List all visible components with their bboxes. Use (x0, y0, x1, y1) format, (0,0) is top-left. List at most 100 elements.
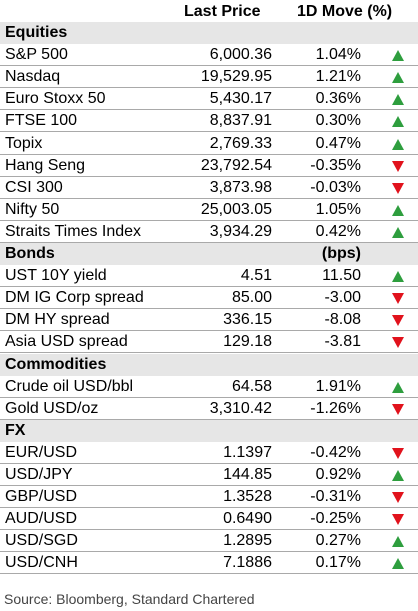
arrow-down-icon (392, 447, 404, 459)
last-price: 3,310.42 (209, 399, 272, 417)
last-price: 1.2895 (223, 532, 272, 550)
day-move: -0.25% (310, 510, 361, 528)
table-row: USD/JPY 144.85 0.92% (0, 464, 418, 486)
instrument-name: CSI 300 (5, 178, 63, 196)
day-move: 0.92% (315, 466, 361, 483)
arrow-down-icon (392, 182, 404, 194)
day-move: -3.81 (324, 333, 361, 351)
table-row: Hang Seng 23,792.54 -0.35% (0, 155, 418, 177)
last-price: 0.6490 (223, 510, 272, 528)
instrument-name: Straits Times Index (5, 222, 142, 240)
last-price: 1.3528 (223, 488, 272, 506)
day-move: 0.17% (315, 554, 361, 572)
arrow-up-icon (392, 226, 404, 238)
last-price: 19,529.95 (200, 68, 272, 86)
arrow-up-icon (392, 94, 404, 106)
day-move: -1.26% (310, 399, 361, 417)
last-price: 3,934.29 (209, 222, 272, 240)
last-price: 3,873.98 (209, 178, 272, 196)
instrument-name: Euro Stoxx 50 (5, 90, 106, 108)
arrow-down-icon (392, 315, 404, 327)
instrument-name: DM HY spread (5, 311, 110, 329)
section-header: FX (0, 419, 418, 442)
arrow-up-icon (392, 536, 404, 548)
instrument-name: S&P 500 (5, 46, 68, 64)
section-unit: (bps) (321, 245, 361, 262)
arrow-down-icon (392, 160, 404, 172)
instrument-name: Nasdaq (5, 68, 61, 86)
table-row: USD/CNH 7.1886 0.17% (0, 552, 418, 575)
table-row: Straits Times Index 3,934.29 0.42% (0, 221, 418, 243)
arrow-down-icon (392, 403, 404, 415)
day-move: 1.04% (315, 46, 361, 64)
day-move: -0.31% (310, 488, 361, 506)
table-row: S&P 500 6,000.36 1.04% (0, 44, 418, 67)
day-move: 1.05% (315, 200, 361, 218)
table-row: Topix 2,769.33 0.47% (0, 133, 418, 155)
arrow-up-icon (392, 558, 404, 570)
day-move: 0.36% (315, 90, 361, 108)
table-row: FTSE 100 8,837.91 0.30% (0, 110, 418, 133)
arrow-up-icon (392, 470, 404, 481)
section-header: Equities (0, 22, 418, 44)
arrow-down-icon (392, 492, 404, 504)
table-row: EUR/USD 1.1397 -0.42% (0, 442, 418, 464)
arrow-up-icon (392, 50, 404, 62)
last-price: 85.00 (231, 289, 272, 307)
table-row: Nifty 50 25,003.05 1.05% (0, 199, 418, 221)
instrument-name: USD/SGD (5, 532, 78, 550)
source-note: Source: Bloomberg, Standard Chartered (4, 591, 255, 607)
table-row: AUD/USD 0.6490 -0.25% (0, 508, 418, 531)
instrument-name: GBP/USD (5, 488, 78, 506)
section-title: FX (5, 421, 26, 439)
arrow-up-icon (392, 381, 404, 393)
table-row: GBP/USD 1.3528 -0.31% (0, 486, 418, 509)
day-move: 0.27% (315, 532, 361, 550)
instrument-name: AUD/USD (5, 510, 78, 528)
arrow-down-icon (392, 293, 404, 305)
section-title: Equities (5, 24, 68, 41)
last-price: 5,430.17 (209, 90, 272, 108)
instrument-name: USD/JPY (5, 466, 73, 483)
day-move: -0.03% (310, 178, 361, 196)
table-row: USD/SGD 1.2895 0.27% (0, 530, 418, 553)
instrument-name: Nifty 50 (5, 200, 60, 218)
last-price: 6,000.36 (209, 46, 272, 64)
instrument-name: Asia USD spread (5, 333, 128, 351)
day-move: 0.30% (315, 112, 361, 130)
instrument-name: Topix (5, 134, 43, 152)
last-price: 8,837.91 (209, 112, 272, 130)
day-move: -8.08 (324, 311, 361, 329)
arrow-up-icon (392, 138, 404, 150)
arrow-up-icon (392, 72, 404, 84)
table-row: Asia USD spread 129.18 -3.81 (0, 331, 418, 354)
arrow-down-icon (392, 337, 404, 349)
day-move: 11.50 (322, 267, 361, 285)
instrument-name: UST 10Y yield (5, 267, 107, 285)
table-row: DM IG Corp spread 85.00 -3.00 (0, 287, 418, 310)
table-row: Crude oil USD/bbl 64.58 1.91% (0, 376, 418, 398)
last-price: 129.18 (223, 333, 272, 351)
table-row: Gold USD/oz 3,310.42 -1.26% (0, 398, 418, 420)
last-price: 336.15 (223, 311, 272, 329)
instrument-name: USD/CNH (5, 554, 78, 572)
table-header: Last Price 1D Move (%) (0, 0, 418, 22)
section-title: Commodities (5, 355, 107, 373)
day-move: -3.00 (324, 289, 361, 307)
arrow-up-icon (392, 116, 404, 128)
arrow-up-icon (392, 204, 404, 216)
table-row: DM HY spread 336.15 -8.08 (0, 309, 418, 332)
table-row: UST 10Y yield 4.51 11.50 (0, 265, 418, 288)
1d-move-header: 1D Move (%) (297, 3, 393, 20)
last-price: 64.58 (231, 377, 272, 395)
instrument-name: DM IG Corp spread (5, 289, 144, 307)
day-move: 0.47% (315, 134, 361, 152)
instrument-name: FTSE 100 (5, 112, 78, 130)
last-price-header: Last Price (184, 3, 261, 20)
arrow-up-icon (392, 271, 404, 283)
instrument-name: Gold USD/oz (5, 399, 99, 417)
table-row: Euro Stoxx 50 5,430.17 0.36% (0, 88, 418, 111)
instrument-name: Hang Seng (5, 156, 86, 174)
table-row: CSI 300 3,873.98 -0.03% (0, 177, 418, 199)
